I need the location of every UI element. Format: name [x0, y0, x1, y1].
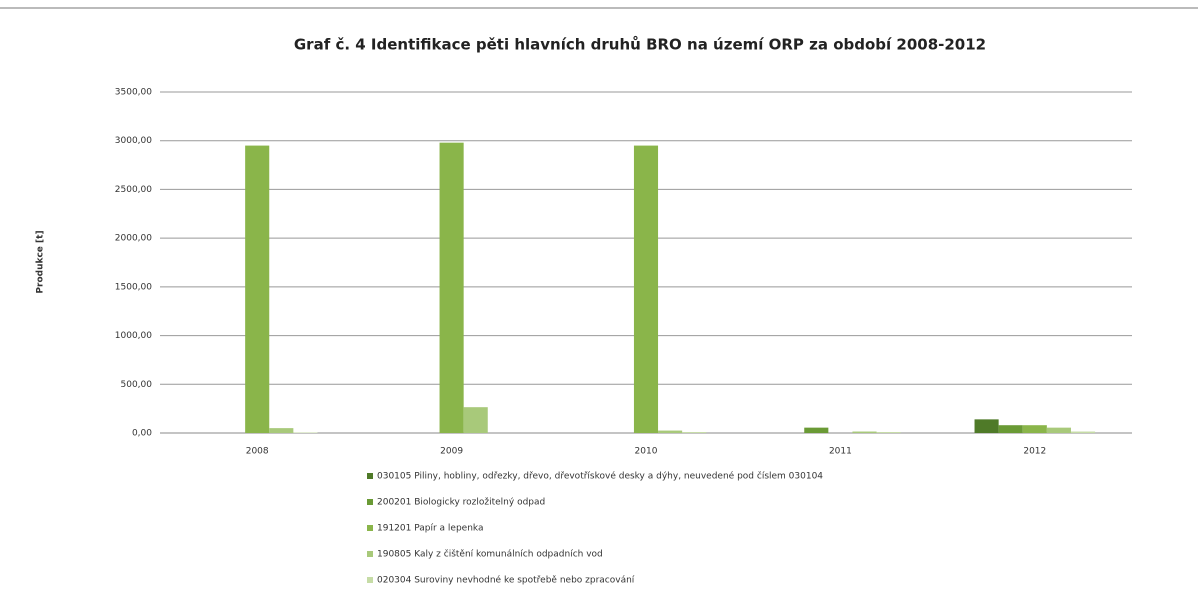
y-tick-label: 2500,00 — [115, 185, 152, 195]
chart-title: Graf č. 4 Identifikace pěti hlavních dru… — [294, 36, 986, 54]
bar — [804, 428, 828, 433]
bar — [1023, 425, 1047, 433]
bar — [999, 425, 1023, 433]
bar — [440, 143, 464, 433]
legend-label: 191201 Papír a lepenka — [377, 524, 483, 534]
legend-swatch — [367, 551, 373, 557]
bar — [245, 146, 269, 433]
legend-label: 190805 Kaly z čištění komunálních odpadn… — [377, 549, 603, 560]
bar — [269, 428, 293, 433]
x-tick-label: 2008 — [246, 447, 269, 457]
bar — [975, 419, 999, 433]
y-tick-label: 0,00 — [132, 429, 152, 439]
x-tick-label: 2010 — [635, 447, 658, 457]
y-axis-label: Produkce [t] — [36, 230, 46, 293]
legend-swatch — [367, 499, 373, 505]
x-tick-label: 2009 — [440, 447, 463, 457]
bar — [634, 146, 658, 433]
bar — [1071, 432, 1095, 433]
bar — [1047, 428, 1071, 433]
legend-swatch — [367, 577, 373, 583]
legend-label: 020304 Suroviny nevhodné ke spotřebě neb… — [377, 575, 635, 586]
legend-swatch — [367, 473, 373, 479]
y-tick-label: 3500,00 — [115, 88, 152, 98]
y-tick-label: 1500,00 — [115, 282, 152, 292]
x-tick-label: 2012 — [1023, 447, 1046, 457]
y-tick-label: 500,00 — [121, 380, 153, 390]
y-tick-label: 2000,00 — [115, 234, 152, 244]
x-tick-label: 2011 — [829, 447, 852, 457]
y-tick-label: 3000,00 — [115, 136, 152, 146]
legend-label: 200201 Biologicky rozložitelný odpad — [377, 498, 545, 508]
legend-swatch — [367, 525, 373, 531]
bar — [852, 432, 876, 433]
bar — [464, 407, 488, 433]
bar — [658, 431, 682, 433]
bar — [877, 432, 901, 433]
y-tick-label: 1000,00 — [115, 331, 152, 341]
legend-label: 030105 Piliny, hobliny, odřezky, dřevo, … — [377, 471, 823, 482]
bar — [682, 432, 706, 433]
